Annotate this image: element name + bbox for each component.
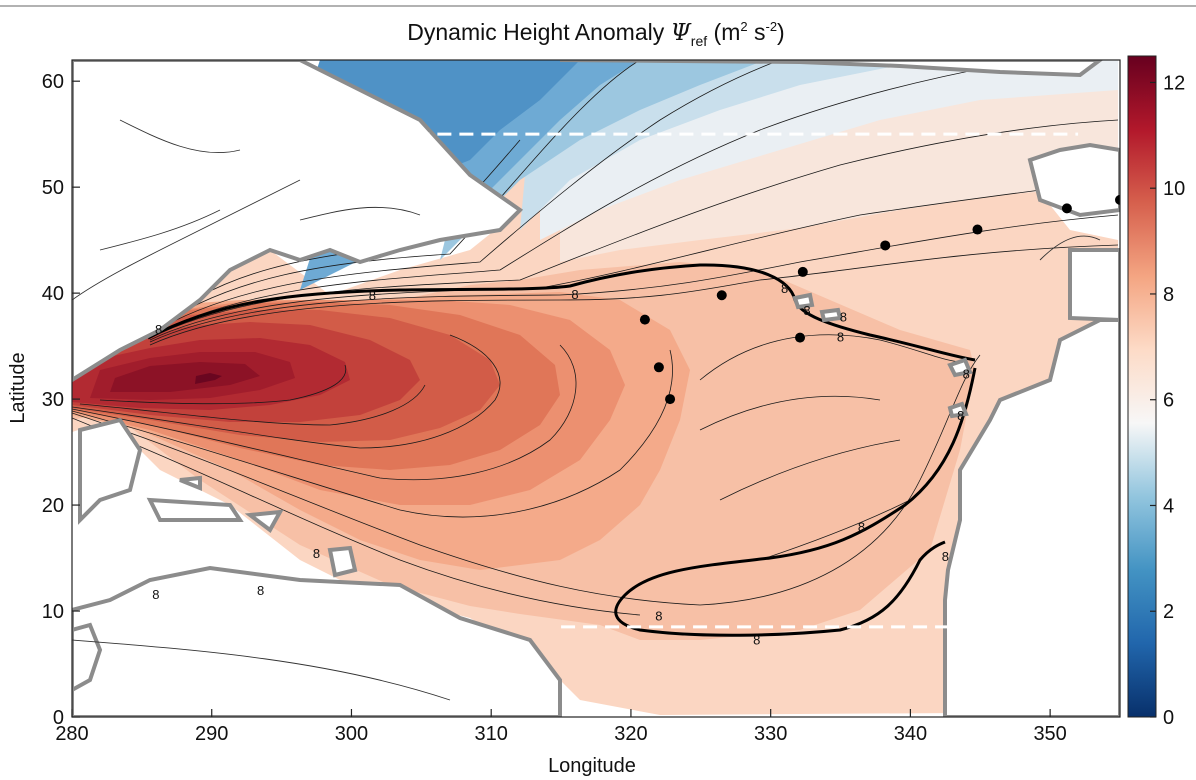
contour-label: 8 xyxy=(837,330,844,345)
contour-label-text: 8 xyxy=(803,303,810,318)
station-dot xyxy=(665,394,676,405)
contour-label: 8 xyxy=(369,288,376,303)
contour-label: 8 xyxy=(781,281,788,296)
europe xyxy=(1027,142,1120,218)
x-tick-label: 310 xyxy=(475,723,508,745)
africa xyxy=(943,318,1120,717)
colorbar-ticks: 0 2 4 6 8 10 12 xyxy=(1150,72,1185,729)
station-dot xyxy=(639,314,650,325)
x-tick-label: 300 xyxy=(335,723,368,745)
contour-label: 8 xyxy=(858,519,865,534)
station-dot xyxy=(795,332,806,343)
coastline-thin xyxy=(72,119,1101,701)
azores xyxy=(792,292,973,419)
reference-lines xyxy=(393,132,1079,629)
y-tick-label: 40 xyxy=(42,283,64,305)
station-dot xyxy=(1115,194,1120,205)
colorbar-tick-label: 12 xyxy=(1163,72,1185,94)
contour-label-text: 8 xyxy=(152,587,159,602)
north-america xyxy=(72,60,524,383)
colorbar xyxy=(1127,55,1157,718)
station-dot xyxy=(880,240,891,251)
x-tick-label: 290 xyxy=(195,723,228,745)
colorbar-tick-label: 2 xyxy=(1163,601,1174,623)
colorbar-tick-label: 0 xyxy=(1163,707,1174,729)
y-axis-label: Latitude xyxy=(7,352,29,423)
x-tick-label: 350 xyxy=(1033,723,1066,745)
contour-label-text: 8 xyxy=(155,322,162,337)
x-axis-label: Longitude xyxy=(548,755,636,777)
contour-label-text: 8 xyxy=(840,309,847,324)
contour-label: 8 xyxy=(571,287,578,302)
contour-label: 8 xyxy=(803,303,810,318)
x-tick-label: 320 xyxy=(614,723,647,745)
central-america xyxy=(72,565,562,717)
y-tick-label: 0 xyxy=(53,707,64,729)
land-masses xyxy=(72,60,1120,717)
contour-label-text: 8 xyxy=(571,287,578,302)
caribbean-islands xyxy=(78,417,358,578)
contour-label-text: 8 xyxy=(858,519,865,534)
y-tick-label: 60 xyxy=(42,71,64,93)
x-tick-label: 340 xyxy=(894,723,927,745)
contour-label: 8 xyxy=(155,322,162,337)
contour-label: 8 xyxy=(963,367,970,382)
contour-label: 8 xyxy=(313,546,320,561)
contour-label: 8 xyxy=(152,587,159,602)
y-tick-label: 50 xyxy=(42,177,64,199)
contour-label-text: 8 xyxy=(781,281,788,296)
contour-label: 8 xyxy=(257,583,264,598)
y-tick-label: 20 xyxy=(42,495,64,517)
contour-label-text: 8 xyxy=(942,549,949,564)
x-axis-ticks: 280 290 300 310 320 330 340 350 xyxy=(55,709,1067,745)
colorbar-tick-label: 10 xyxy=(1163,178,1185,200)
x-tick-label: 330 xyxy=(754,723,787,745)
station-dot xyxy=(653,362,664,373)
band-11-5 xyxy=(110,362,260,392)
contour-label-text: 8 xyxy=(963,367,970,382)
y-tick-label: 10 xyxy=(42,601,64,623)
contour-label-text: 8 xyxy=(655,608,662,623)
contour-label-text: 8 xyxy=(257,583,264,598)
contour-label: 8 xyxy=(655,608,662,623)
contour-label: 8 xyxy=(942,549,949,564)
contour-lines xyxy=(72,60,1119,616)
y-tick-label: 30 xyxy=(42,389,64,411)
band-3 xyxy=(310,60,580,180)
station-dot xyxy=(1061,203,1072,214)
contour-label-text: 8 xyxy=(957,408,964,423)
colorbar-tick-label: 6 xyxy=(1163,390,1174,412)
colorbar-tick-label: 8 xyxy=(1163,284,1174,306)
y-axis-ticks: 0 10 20 30 40 50 60 xyxy=(42,71,80,729)
contour-label-text: 8 xyxy=(313,546,320,561)
iberia xyxy=(1068,248,1120,323)
contour-label: 8 xyxy=(957,408,964,423)
contour-label-text: 8 xyxy=(837,330,844,345)
axes-frame xyxy=(71,59,1121,718)
contour-label: 8 xyxy=(753,633,760,648)
contour-label-text: 8 xyxy=(369,288,376,303)
contour-label: 8 xyxy=(840,309,847,324)
colorbar-tick-label: 4 xyxy=(1163,495,1174,517)
station-dot xyxy=(797,266,808,277)
contour-label-text: 8 xyxy=(753,633,760,648)
greenland-top xyxy=(559,60,1104,78)
chart-title: Dynamic Height Anomaly Ψref (m2 s-2) xyxy=(407,19,784,49)
station-dot xyxy=(716,290,727,301)
station-markers xyxy=(639,194,1120,405)
x-tick-label: 280 xyxy=(55,723,88,745)
station-dot xyxy=(972,224,983,235)
contour-bands xyxy=(72,60,1118,715)
band-12 xyxy=(195,373,222,384)
